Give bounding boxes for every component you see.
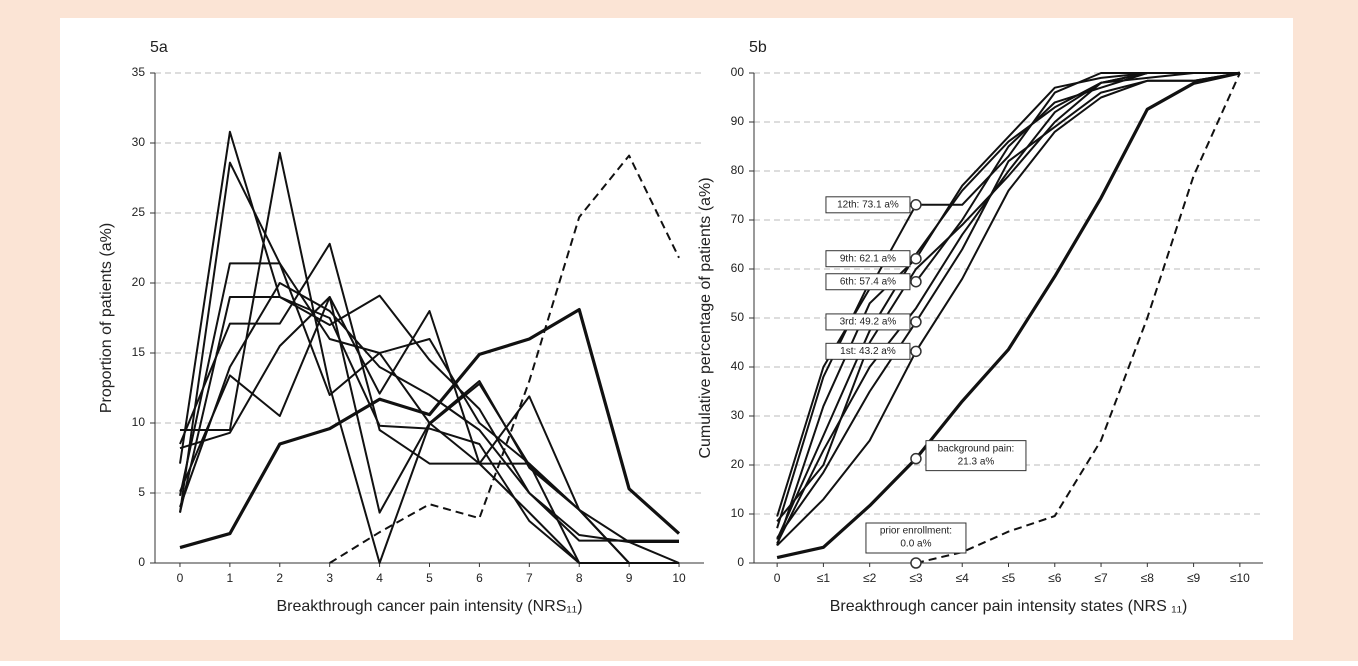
x-tick-label: ≤7 xyxy=(1094,571,1108,585)
x-tick-label: 6 xyxy=(476,571,483,585)
annotation-text: 3rd: 49.2 a% xyxy=(840,317,897,328)
annotation-text: 12th: 73.1 a% xyxy=(837,199,899,210)
y-tick-label: 00 xyxy=(731,65,745,79)
x-tick-label: 9 xyxy=(626,571,633,585)
annotation-box xyxy=(825,273,911,291)
x-tick-label: ≤10 xyxy=(1230,571,1250,585)
x-tick-label: 7 xyxy=(526,571,533,585)
series-line xyxy=(776,71,1241,560)
annotation-text: prior enrollment: xyxy=(880,526,952,537)
annotation-box xyxy=(825,250,911,268)
x-axis-label: Breakthrough cancer pain intensity (NRS₁… xyxy=(276,598,582,615)
series-line xyxy=(179,242,679,564)
annotation-box xyxy=(825,196,911,214)
x-tick-label: 1 xyxy=(227,571,234,585)
x-tick-label: 10 xyxy=(672,571,686,585)
x-tick-label: ≤4 xyxy=(956,571,970,585)
annotation-point xyxy=(910,345,922,358)
annotation-text: 21.3 a% xyxy=(958,456,995,467)
y-tick-label: 50 xyxy=(731,310,745,324)
series-line xyxy=(329,154,680,564)
series-line xyxy=(915,72,1241,564)
annotation-point xyxy=(910,316,922,328)
y-tick-label: 80 xyxy=(731,163,745,177)
y-tick-label: 30 xyxy=(731,408,745,422)
series-line xyxy=(776,72,1241,547)
annotation-point xyxy=(910,275,922,288)
x-tick-label: ≤6 xyxy=(1048,571,1062,585)
y-tick-label: 15 xyxy=(132,345,146,359)
x-tick-label: 8 xyxy=(576,571,583,585)
annotation-point xyxy=(910,452,922,465)
y-tick-label: 35 xyxy=(132,65,146,79)
panel-label: 5a xyxy=(150,39,168,56)
annotation-text: background pain: xyxy=(938,443,1015,454)
x-tick-label: 0 xyxy=(177,571,184,585)
y-tick-label: 0 xyxy=(737,555,744,569)
annotation-box xyxy=(865,522,967,554)
annotation-text: 0.0 a% xyxy=(900,539,931,550)
y-tick-label: 30 xyxy=(132,135,146,149)
annotation-box xyxy=(925,440,1027,472)
y-axis-label: Cumulative percentage of patients (a%) xyxy=(697,177,714,458)
y-tick-label: 25 xyxy=(132,205,146,219)
panel xyxy=(60,18,1293,640)
y-axis-label: Proportion of patients (a%) xyxy=(98,223,115,413)
y-tick-label: 60 xyxy=(731,261,745,275)
x-tick-label: ≤3 xyxy=(909,571,923,585)
x-tick-label: ≤1 xyxy=(817,571,831,585)
y-tick-label: 0 xyxy=(138,555,145,569)
panel-label: 5b xyxy=(749,39,767,56)
series-line xyxy=(776,72,1240,523)
series-line xyxy=(776,72,1240,544)
annotation-text: 1st: 43.2 a% xyxy=(840,346,896,357)
annotation-point xyxy=(910,252,922,265)
x-tick-label: ≤8 xyxy=(1141,571,1155,585)
x-tick-label: ≤9 xyxy=(1187,571,1201,585)
x-tick-label: 4 xyxy=(376,571,383,585)
annotation-text: 6th: 57.4 a% xyxy=(840,276,896,287)
series-line xyxy=(179,282,680,564)
x-tick-label: ≤2 xyxy=(863,571,877,585)
series-line xyxy=(179,294,679,542)
annotation-text: 9th: 62.1 a% xyxy=(840,253,896,264)
annotation-box xyxy=(825,342,911,360)
y-tick-label: 10 xyxy=(132,415,146,429)
series-line xyxy=(179,296,679,564)
x-tick-label: 3 xyxy=(326,571,333,585)
annotation-point xyxy=(910,199,922,211)
y-tick-label: 5 xyxy=(138,485,145,499)
annotation-point xyxy=(910,557,922,569)
y-tick-label: 20 xyxy=(731,457,745,471)
series-line xyxy=(179,308,681,550)
y-tick-label: 10 xyxy=(731,506,745,520)
x-axis-label: Breakthrough cancer pain intensity state… xyxy=(830,598,1188,615)
x-tick-label: ≤5 xyxy=(1002,571,1016,585)
y-tick-label: 40 xyxy=(731,359,745,373)
annotation-box xyxy=(825,313,911,331)
x-tick-label: 0 xyxy=(774,571,781,585)
y-tick-label: 70 xyxy=(731,212,745,226)
y-tick-label: 20 xyxy=(132,275,146,289)
x-tick-label: 5 xyxy=(426,571,433,585)
x-tick-label: 2 xyxy=(276,571,283,585)
y-tick-label: 90 xyxy=(731,114,745,128)
